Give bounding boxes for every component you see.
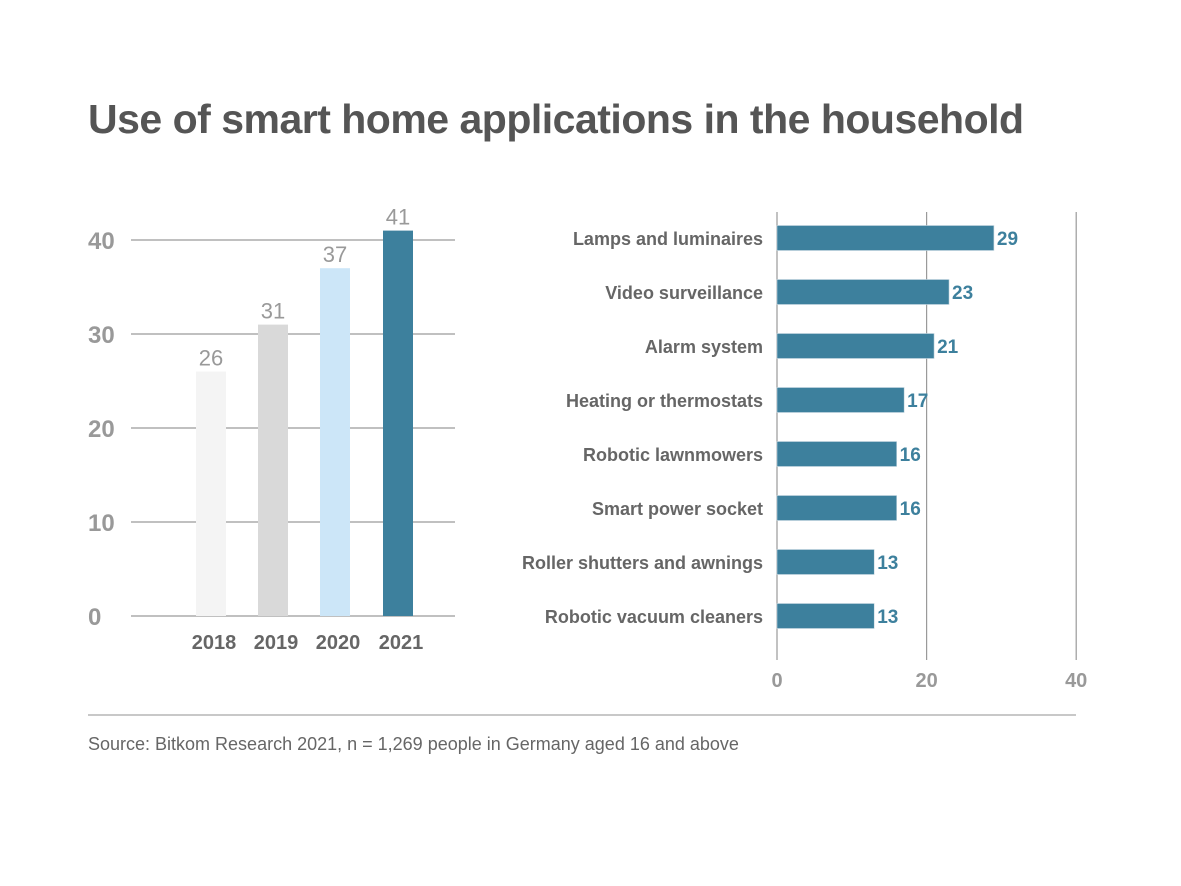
bar-value-label: 23 — [952, 283, 973, 304]
bar-value-label: 29 — [997, 229, 1018, 250]
y-tick-label: 20 — [88, 416, 115, 443]
y-tick-label: 0 — [88, 604, 101, 631]
bar-video-surveillance — [776, 279, 950, 305]
bar-value-label: 16 — [900, 445, 921, 466]
category-label: Heating or thermostats — [566, 391, 763, 411]
bar-2019 — [258, 324, 288, 616]
y-tick-label: 30 — [88, 322, 115, 349]
x-tick-label: 2021 — [379, 632, 424, 654]
y-tick-label: 40 — [88, 228, 115, 255]
bar-value-label: 13 — [877, 607, 898, 628]
x-tick-label: 0 — [771, 670, 782, 692]
category-label: Roller shutters and awnings — [522, 553, 763, 573]
bar-2018 — [196, 371, 226, 616]
x-tick-label: 2018 — [192, 632, 237, 654]
bar-value-label: 16 — [900, 499, 921, 520]
bar-2020 — [320, 268, 350, 616]
bar-value-label: 31 — [261, 299, 285, 324]
category-label: Lamps and luminaires — [573, 229, 763, 249]
chart-title: Use of smart home applications in the ho… — [88, 96, 1024, 142]
category-label: Robotic lawnmowers — [583, 445, 763, 465]
bar-value-label: 41 — [386, 205, 410, 230]
bar-robotic-lawnmowers — [776, 441, 897, 467]
category-label: Alarm system — [645, 337, 763, 357]
bar-value-label: 37 — [323, 242, 347, 267]
x-tick-label: 40 — [1065, 670, 1087, 692]
source-note: Source: Bitkom Research 2021, n = 1,269 … — [88, 734, 739, 754]
bar-2021 — [383, 230, 413, 616]
bar-value-label: 21 — [937, 337, 959, 358]
y-tick-label: 10 — [88, 510, 115, 537]
category-label: Robotic vacuum cleaners — [545, 607, 763, 627]
bar-heating-or-thermostats — [776, 387, 905, 413]
bar-value-label: 26 — [199, 346, 223, 371]
x-tick-label: 20 — [915, 670, 937, 692]
bar-alarm-system — [776, 333, 935, 359]
category-label: Video surveillance — [605, 283, 763, 303]
x-tick-label: 2019 — [254, 632, 299, 654]
bar-smart-power-socket — [776, 495, 897, 521]
x-tick-label: 2020 — [316, 632, 361, 654]
bar-value-label: 17 — [907, 391, 928, 412]
bar-value-label: 13 — [877, 553, 898, 574]
bar-robotic-vacuum-cleaners — [776, 603, 875, 629]
bar-lamps-and-luminaires — [776, 225, 995, 251]
category-label: Smart power socket — [592, 499, 763, 519]
bar-roller-shutters-and-awnings — [776, 549, 875, 575]
